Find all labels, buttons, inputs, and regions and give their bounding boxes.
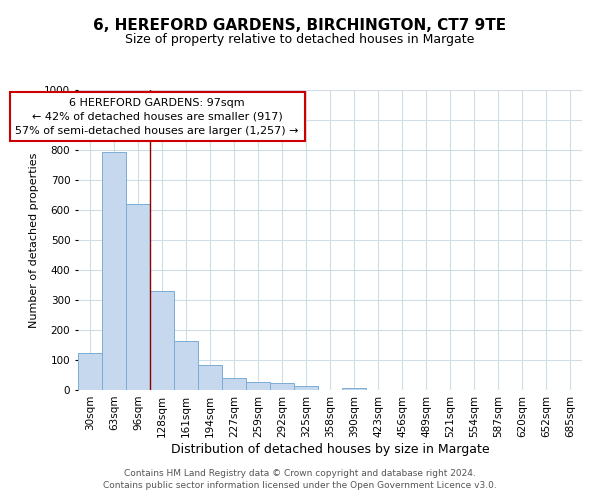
Bar: [174, 342, 198, 390]
Y-axis label: Number of detached properties: Number of detached properties: [29, 152, 38, 328]
Bar: [78, 352, 102, 390]
Bar: [198, 366, 222, 390]
Bar: [342, 388, 366, 390]
Bar: [246, 382, 270, 390]
X-axis label: Distribution of detached houses by size in Margate: Distribution of detached houses by size …: [170, 442, 490, 456]
Bar: [102, 152, 126, 390]
Bar: [150, 291, 174, 390]
Text: 6 HEREFORD GARDENS: 97sqm
← 42% of detached houses are smaller (917)
57% of semi: 6 HEREFORD GARDENS: 97sqm ← 42% of detac…: [16, 98, 299, 136]
Text: 6, HEREFORD GARDENS, BIRCHINGTON, CT7 9TE: 6, HEREFORD GARDENS, BIRCHINGTON, CT7 9T…: [94, 18, 506, 32]
Text: Size of property relative to detached houses in Margate: Size of property relative to detached ho…: [125, 32, 475, 46]
Bar: [222, 378, 246, 390]
Bar: [270, 384, 294, 390]
Bar: [294, 386, 318, 390]
Text: Contains HM Land Registry data © Crown copyright and database right 2024.: Contains HM Land Registry data © Crown c…: [124, 468, 476, 477]
Text: Contains public sector information licensed under the Open Government Licence v3: Contains public sector information licen…: [103, 481, 497, 490]
Bar: [126, 204, 150, 390]
